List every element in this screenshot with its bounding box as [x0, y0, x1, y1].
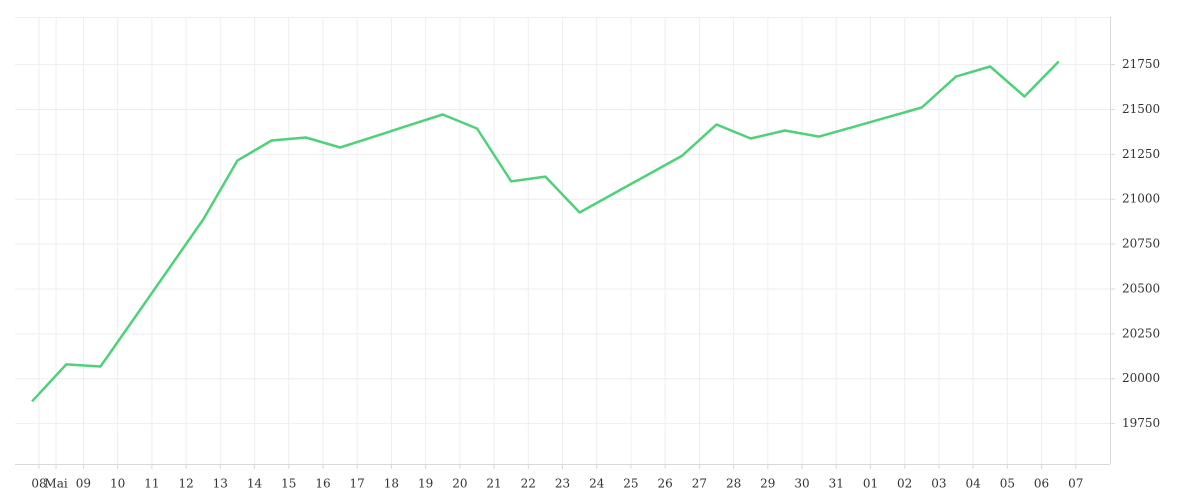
y-tick-label: 20750: [1122, 237, 1160, 251]
x-tick-label: 11: [144, 477, 159, 491]
x-tick-label: 17: [350, 477, 365, 491]
y-tick-label: 21250: [1122, 147, 1160, 161]
x-tick-label: 30: [794, 477, 809, 491]
x-tick-label: 29: [760, 477, 775, 491]
x-tick-label: 02: [897, 477, 912, 491]
x-tick-label: 10: [110, 477, 125, 491]
y-tick-label: 21000: [1122, 192, 1160, 206]
y-tick-label: 21750: [1122, 57, 1160, 71]
x-tick-label: 08: [31, 477, 46, 491]
x-tick-label: 14: [247, 477, 263, 491]
x-tick-label: 18: [384, 477, 399, 491]
x-tick-label: 07: [1068, 477, 1083, 491]
x-tick-label: Mai: [44, 477, 67, 491]
x-tick-label: 16: [315, 477, 330, 491]
y-tick-label: 19750: [1122, 416, 1160, 430]
y-tick-label: 20000: [1122, 371, 1160, 385]
x-tick-label: 24: [589, 477, 605, 491]
x-tick-label: 21: [486, 477, 501, 491]
x-tick-label: 31: [829, 477, 844, 491]
x-tick-label: 25: [623, 477, 638, 491]
x-tick-label: 01: [863, 477, 878, 491]
y-tick-label: 20250: [1122, 326, 1160, 340]
x-tick-label: 12: [178, 477, 193, 491]
x-tick-label: 03: [931, 477, 946, 491]
x-tick-label: 19: [418, 477, 433, 491]
x-tick-label: 15: [281, 477, 296, 491]
x-tick-label: 05: [1000, 477, 1015, 491]
x-tick-label: 23: [555, 477, 570, 491]
y-tick-label: 21500: [1122, 102, 1160, 116]
x-tick-label: 20: [452, 477, 467, 491]
x-tick-label: 22: [521, 477, 536, 491]
y-tick-label: 20500: [1122, 281, 1160, 295]
x-tick-label: 26: [658, 477, 673, 491]
x-tick-label: 27: [692, 477, 707, 491]
x-tick-label: 09: [76, 477, 91, 491]
price-line: [31, 60, 1060, 403]
x-tick-label: 28: [726, 477, 741, 491]
x-tick-label: 04: [965, 477, 981, 491]
x-tick-label: 13: [213, 477, 228, 491]
x-tick-label: 06: [1034, 477, 1049, 491]
